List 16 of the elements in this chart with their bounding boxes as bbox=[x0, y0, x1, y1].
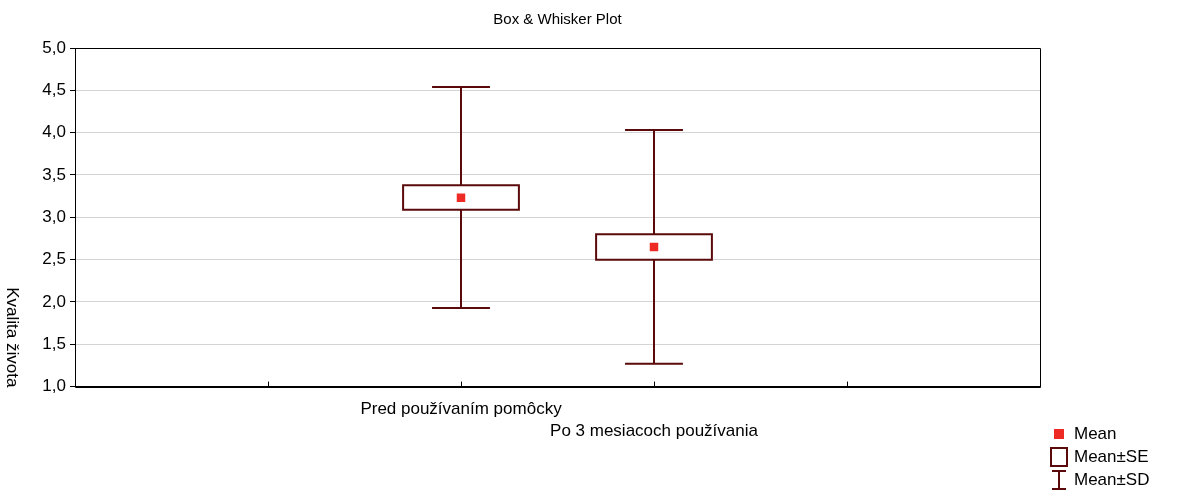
y-tick-label: 3,0 bbox=[42, 206, 66, 226]
text: Mean±SD bbox=[1074, 468, 1150, 491]
y-axis-title: Kvalita života bbox=[3, 287, 23, 388]
y-tick-label: 4,0 bbox=[42, 122, 66, 142]
chart-title: Box & Whisker Plot bbox=[493, 9, 623, 27]
y-tick-label: 1,5 bbox=[42, 333, 66, 353]
y-tick-label: 2,5 bbox=[42, 249, 66, 269]
y-tick-label: 1,0 bbox=[42, 376, 66, 396]
legend-label: Mean bbox=[1074, 422, 1117, 445]
y-tick-label: 4,5 bbox=[42, 80, 66, 100]
x-tick-label: Po 3 mesiacoch používania bbox=[550, 420, 759, 440]
y-tick-label: 2,0 bbox=[42, 291, 66, 311]
legend-label: Mean±SE bbox=[1074, 445, 1149, 468]
y-tick-label: 5,0 bbox=[42, 37, 66, 57]
y-tick-label: 3,5 bbox=[42, 164, 66, 184]
x-tick-label: Pred používaním pomôcky bbox=[360, 398, 563, 418]
